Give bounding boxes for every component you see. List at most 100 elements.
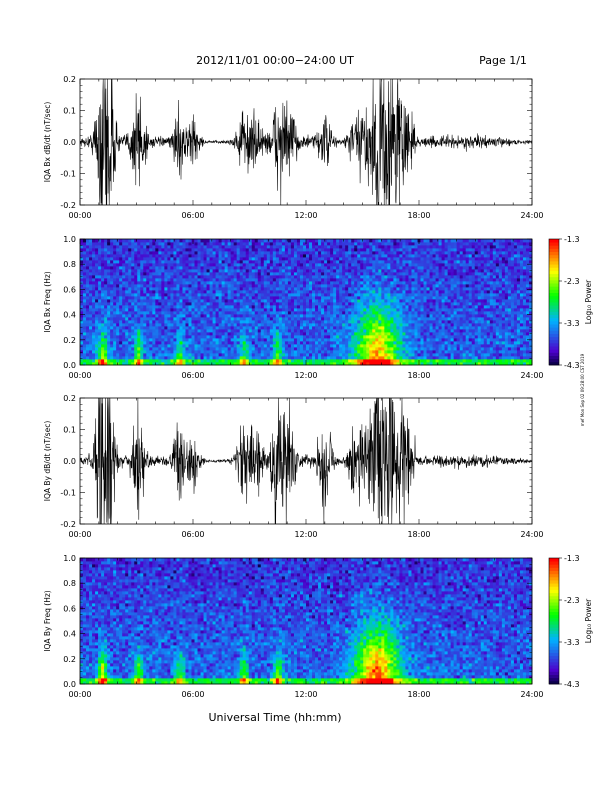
spec-cell <box>269 296 274 300</box>
spec-cell <box>140 242 144 246</box>
spec-cell <box>101 305 105 309</box>
spec-cell <box>92 272 96 276</box>
spec-cell <box>254 266 259 270</box>
spec-cell <box>321 320 325 324</box>
spec-cell <box>146 293 150 297</box>
spec-cell <box>375 338 379 342</box>
spec-cell <box>149 338 153 342</box>
spec-cell <box>281 287 286 291</box>
spec-cell <box>342 245 346 249</box>
spec-cell <box>384 302 388 306</box>
spec-cell <box>393 317 397 321</box>
spec-cell <box>101 350 105 354</box>
spec-cell <box>312 299 316 303</box>
spec-cell <box>92 266 96 270</box>
spec-cell <box>140 254 144 258</box>
spec-cell <box>116 293 120 297</box>
spec-cell <box>324 251 328 255</box>
spec-cell <box>345 353 349 357</box>
spec-cell <box>194 347 198 351</box>
spec-cell <box>312 242 316 246</box>
spec-cell <box>426 335 430 339</box>
spec-cell <box>158 311 162 315</box>
spec-cell <box>336 257 340 261</box>
spec-cell <box>197 311 201 315</box>
spec-cell <box>248 323 253 327</box>
spec-cell <box>98 302 102 306</box>
spec-cell <box>218 287 223 291</box>
spec-cell <box>233 287 238 291</box>
spec-cell <box>396 344 400 348</box>
spec-cell <box>360 332 364 336</box>
spec-cell <box>269 272 274 276</box>
spec-cell <box>215 341 220 345</box>
spec-cell <box>167 272 171 276</box>
spec-cell <box>263 317 268 321</box>
spec-cell <box>378 248 382 252</box>
spec-cell <box>260 323 265 327</box>
spec-cell <box>230 359 235 363</box>
spec-cell <box>134 308 138 312</box>
spec-cell <box>188 296 192 300</box>
spec-cell <box>275 293 280 297</box>
spec-cell <box>224 284 229 288</box>
spec-cell <box>405 248 409 252</box>
spec-cell <box>215 353 220 357</box>
spec-cell <box>306 281 310 285</box>
spec-cell <box>384 287 388 291</box>
spec-cell <box>296 239 301 243</box>
spec-cell <box>299 317 304 321</box>
spec-cell <box>384 296 388 300</box>
spec-cell <box>360 254 364 258</box>
spec-cell <box>287 239 292 243</box>
spec-cell <box>345 287 349 291</box>
spec-cell <box>387 245 391 249</box>
spec-cell <box>378 320 382 324</box>
spec-cell <box>378 332 382 336</box>
spec-cell <box>348 359 352 363</box>
spec-cell <box>197 332 201 336</box>
spec-cell <box>399 266 403 270</box>
spec-cell <box>411 284 415 288</box>
spec-cell <box>390 299 394 303</box>
spec-cell <box>197 359 201 363</box>
spec-cell <box>369 305 373 309</box>
spec-cell <box>336 347 340 351</box>
spec-cell <box>146 245 150 249</box>
spec-cell <box>86 275 90 279</box>
spec-cell <box>390 344 394 348</box>
spec-cell <box>203 290 207 294</box>
spec-cell <box>426 308 430 312</box>
spec-cell <box>92 314 96 318</box>
spec-cell <box>345 266 349 270</box>
spec-cell <box>95 281 99 285</box>
spec-cell <box>290 362 295 366</box>
spec-cell <box>318 254 322 258</box>
spec-cell <box>299 335 304 339</box>
spec-cell <box>194 332 198 336</box>
spec-cell <box>330 305 334 309</box>
spec-cell <box>86 266 90 270</box>
spec-cell <box>137 335 141 339</box>
spec-cell <box>95 302 99 306</box>
spec-cell <box>104 257 108 261</box>
spec-cell <box>164 314 168 318</box>
spec-cell <box>345 335 349 339</box>
spec-cell <box>251 320 256 324</box>
spec-cell <box>339 278 343 282</box>
spec-cell <box>315 353 319 357</box>
spec-cell <box>309 314 313 318</box>
spec-cell <box>206 347 210 351</box>
spec-cell <box>191 269 195 273</box>
spec-cell <box>98 356 102 360</box>
spec-cell <box>417 314 421 318</box>
spec-cell <box>336 308 340 312</box>
spec-cell <box>309 299 313 303</box>
spec-cell <box>375 269 379 273</box>
spec-cell <box>119 245 123 249</box>
spec-cell <box>269 284 274 288</box>
spec-cell <box>83 308 87 312</box>
spec-cell <box>402 245 406 249</box>
spec-cell <box>272 305 277 309</box>
spec-cell <box>284 260 289 264</box>
